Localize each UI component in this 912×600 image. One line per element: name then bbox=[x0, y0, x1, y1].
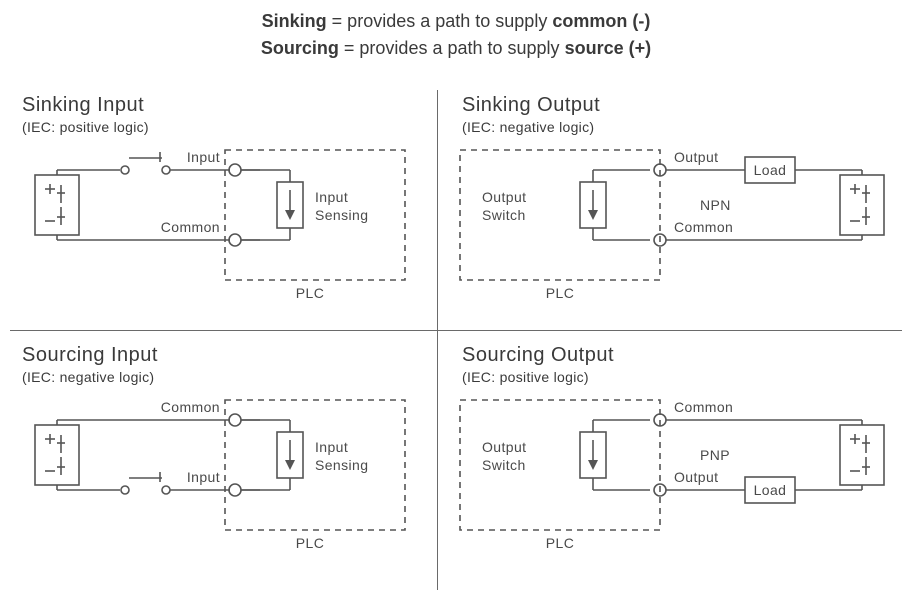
quad-sourcing-input: Sourcing Input (IEC: negative logic) Com… bbox=[10, 340, 440, 580]
svg-text:Switch: Switch bbox=[482, 457, 526, 473]
svg-text:Common: Common bbox=[161, 219, 220, 235]
svg-text:Load: Load bbox=[754, 482, 787, 498]
svg-text:Load: Load bbox=[754, 162, 787, 178]
svg-text:Common: Common bbox=[674, 399, 733, 415]
title-tl: Sinking Input bbox=[22, 94, 440, 117]
svg-text:Output: Output bbox=[674, 149, 718, 165]
header-block: Sinking = provides a path to supply comm… bbox=[0, 0, 912, 62]
hdr-common: common (-) bbox=[552, 11, 650, 31]
svg-text:NPN: NPN bbox=[700, 197, 731, 213]
svg-text:Common: Common bbox=[674, 219, 733, 235]
hdr-sinking: Sinking bbox=[262, 11, 327, 31]
circuit-bl: Common Input Input Sensing PLC bbox=[10, 380, 440, 580]
svg-text:Common: Common bbox=[161, 399, 220, 415]
svg-text:Sensing: Sensing bbox=[315, 207, 368, 223]
svg-text:PLC: PLC bbox=[546, 535, 574, 551]
quad-sinking-output: Sinking Output (IEC: negative logic) Out… bbox=[450, 90, 880, 330]
circuit-tl: Input Common Input Sensing PLC bbox=[10, 130, 440, 330]
svg-text:PNP: PNP bbox=[700, 447, 730, 463]
svg-text:Switch: Switch bbox=[482, 207, 526, 223]
svg-text:Output: Output bbox=[674, 469, 718, 485]
svg-text:Input: Input bbox=[187, 469, 220, 485]
grid-horizontal-divider bbox=[10, 330, 902, 331]
svg-text:PLC: PLC bbox=[546, 285, 574, 301]
svg-text:Output: Output bbox=[482, 189, 526, 205]
svg-text:Input: Input bbox=[187, 149, 220, 165]
title-tr: Sinking Output bbox=[462, 94, 880, 117]
svg-text:PLC: PLC bbox=[296, 285, 324, 301]
svg-text:Input: Input bbox=[315, 439, 348, 455]
svg-text:Input: Input bbox=[315, 189, 348, 205]
hdr-sourcing: Sourcing bbox=[261, 38, 339, 58]
diagram-grid: Sinking Input (IEC: positive logic) Inpu… bbox=[10, 90, 902, 590]
circuit-br: Output Switch Common Output PNP Load PLC bbox=[450, 380, 900, 580]
circuit-tr: Output Switch Output Common NPN Load PLC bbox=[450, 130, 900, 330]
hdr-source: source (+) bbox=[565, 38, 652, 58]
svg-text:Sensing: Sensing bbox=[315, 457, 368, 473]
svg-text:PLC: PLC bbox=[296, 535, 324, 551]
quad-sinking-input: Sinking Input (IEC: positive logic) Inpu… bbox=[10, 90, 440, 330]
hdr-l2-mid: = provides a path to supply bbox=[339, 38, 565, 58]
svg-text:Output: Output bbox=[482, 439, 526, 455]
quad-sourcing-output: Sourcing Output (IEC: positive logic) Ou… bbox=[450, 340, 880, 580]
title-bl: Sourcing Input bbox=[22, 344, 440, 367]
title-br: Sourcing Output bbox=[462, 344, 880, 367]
hdr-l1-mid: = provides a path to supply bbox=[327, 11, 553, 31]
